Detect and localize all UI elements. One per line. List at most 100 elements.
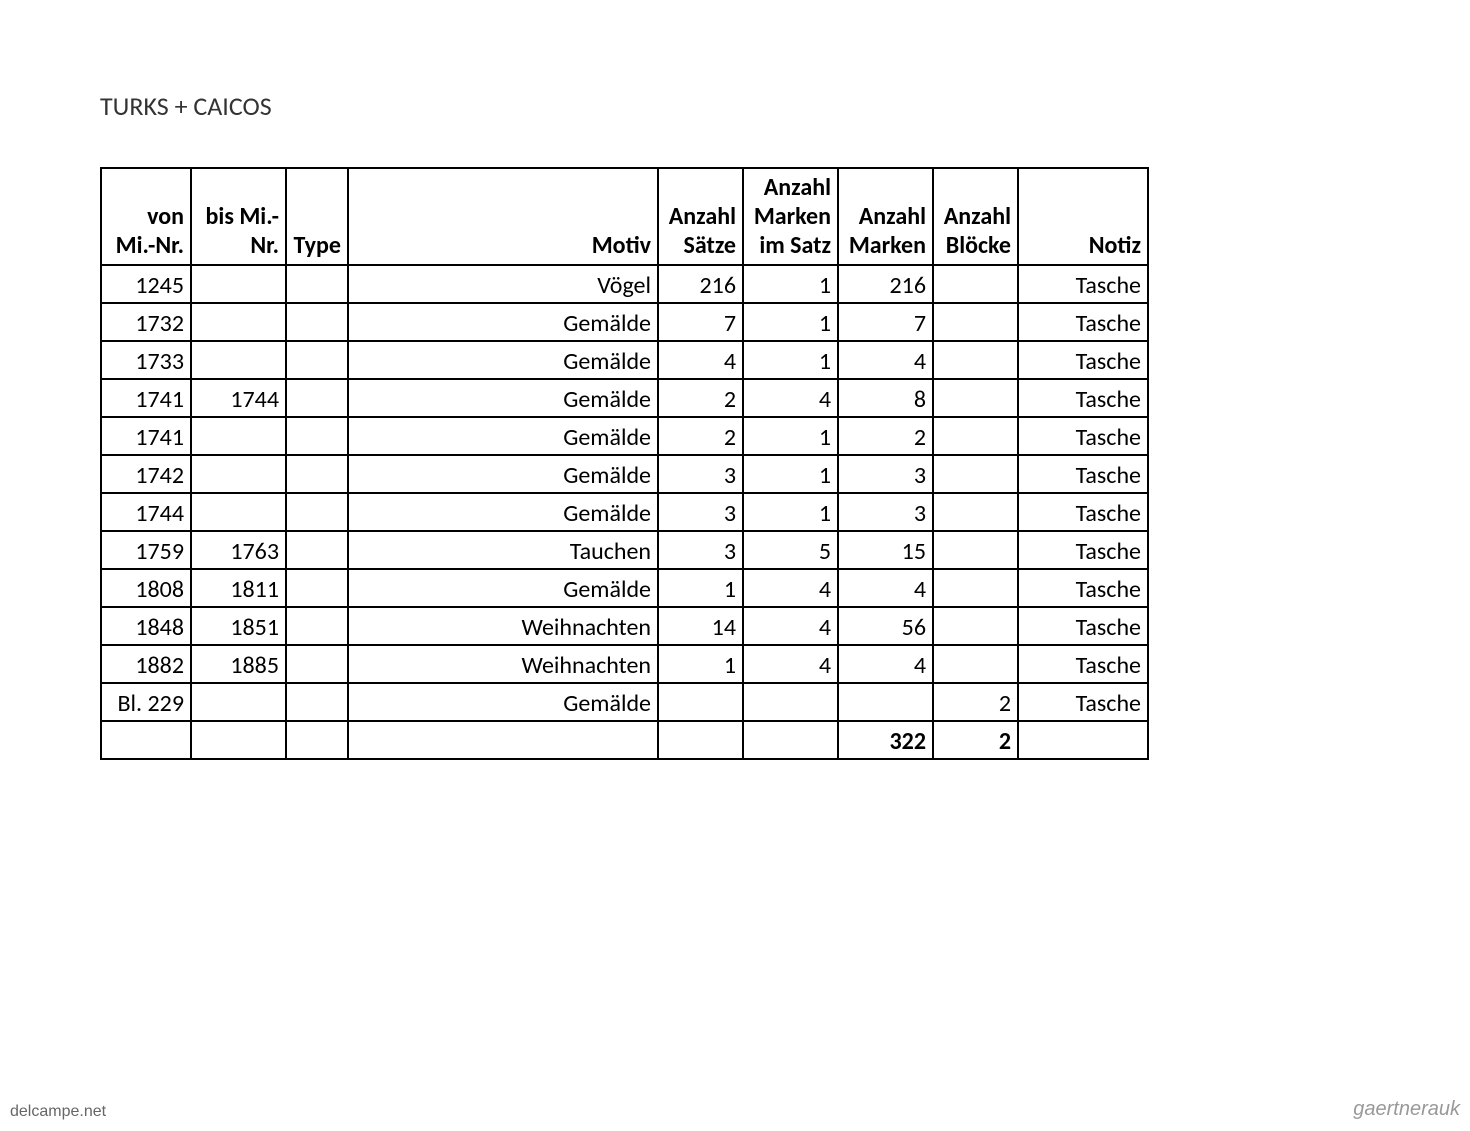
total-cell (348, 721, 658, 759)
cell-saetze: 1 (658, 569, 743, 607)
table-row: 18821885Weihnachten144Tasche (101, 645, 1148, 683)
cell-bloecke (933, 455, 1018, 493)
cell-bis (191, 455, 286, 493)
cell-marken_satz: 5 (743, 531, 838, 569)
cell-von: 1742 (101, 455, 191, 493)
cell-motiv: Tauchen (348, 531, 658, 569)
cell-bloecke (933, 569, 1018, 607)
cell-type (286, 531, 348, 569)
cell-notiz: Tasche (1018, 645, 1148, 683)
cell-marken: 2 (838, 417, 933, 455)
table-row: 1744Gemälde313Tasche (101, 493, 1148, 531)
table-body: 1245Vögel2161216Tasche1732Gemälde717Tasc… (101, 265, 1148, 721)
cell-bis (191, 493, 286, 531)
cell-notiz: Tasche (1018, 265, 1148, 303)
cell-bis: 1851 (191, 607, 286, 645)
cell-marken: 15 (838, 531, 933, 569)
cell-von: 1808 (101, 569, 191, 607)
cell-bloecke (933, 531, 1018, 569)
cell-marken: 3 (838, 493, 933, 531)
header-von: von Mi.-Nr. (101, 168, 191, 265)
cell-motiv: Gemälde (348, 417, 658, 455)
table-header-row: von Mi.-Nr. bis Mi.-Nr. Type Motiv Anzah… (101, 168, 1148, 265)
cell-type (286, 265, 348, 303)
header-bloecke: Anzahl Blöcke (933, 168, 1018, 265)
cell-bloecke (933, 303, 1018, 341)
total-marken: 322 (838, 721, 933, 759)
cell-motiv: Gemälde (348, 303, 658, 341)
watermark-left: delcampe.net (10, 1103, 106, 1121)
cell-saetze (658, 683, 743, 721)
cell-bis: 1763 (191, 531, 286, 569)
cell-bloecke (933, 645, 1018, 683)
cell-saetze: 3 (658, 493, 743, 531)
cell-marken: 4 (838, 341, 933, 379)
cell-notiz: Tasche (1018, 341, 1148, 379)
cell-bis (191, 683, 286, 721)
cell-type (286, 493, 348, 531)
cell-motiv: Vögel (348, 265, 658, 303)
cell-marken_satz: 1 (743, 455, 838, 493)
cell-von: 1732 (101, 303, 191, 341)
cell-bloecke: 2 (933, 683, 1018, 721)
cell-bis: 1885 (191, 645, 286, 683)
cell-marken_satz: 4 (743, 569, 838, 607)
cell-marken_satz: 4 (743, 379, 838, 417)
cell-notiz: Tasche (1018, 607, 1148, 645)
cell-marken_satz: 1 (743, 417, 838, 455)
cell-notiz: Tasche (1018, 493, 1148, 531)
cell-von: 1741 (101, 417, 191, 455)
cell-notiz: Tasche (1018, 417, 1148, 455)
cell-saetze: 2 (658, 417, 743, 455)
cell-bloecke (933, 341, 1018, 379)
cell-motiv: Gemälde (348, 683, 658, 721)
cell-marken_satz: 1 (743, 341, 838, 379)
cell-notiz: Tasche (1018, 531, 1148, 569)
cell-saetze: 216 (658, 265, 743, 303)
table-row: 1741Gemälde212Tasche (101, 417, 1148, 455)
cell-motiv: Gemälde (348, 341, 658, 379)
total-cell (191, 721, 286, 759)
cell-saetze: 1 (658, 645, 743, 683)
cell-bis (191, 341, 286, 379)
cell-marken: 4 (838, 645, 933, 683)
cell-type (286, 417, 348, 455)
cell-motiv: Gemälde (348, 493, 658, 531)
cell-von: Bl. 229 (101, 683, 191, 721)
cell-saetze: 14 (658, 607, 743, 645)
table-row: 17411744Gemälde248Tasche (101, 379, 1148, 417)
cell-type (286, 645, 348, 683)
cell-bis (191, 303, 286, 341)
table-row: 1742Gemälde313Tasche (101, 455, 1148, 493)
cell-marken: 7 (838, 303, 933, 341)
cell-von: 1848 (101, 607, 191, 645)
cell-bis: 1811 (191, 569, 286, 607)
header-marken: Anzahl Marken (838, 168, 933, 265)
cell-bloecke (933, 379, 1018, 417)
table-totals-row: 322 2 (101, 721, 1148, 759)
cell-marken_satz: 4 (743, 645, 838, 683)
table-row: 1733Gemälde414Tasche (101, 341, 1148, 379)
total-cell (101, 721, 191, 759)
cell-marken_satz: 4 (743, 607, 838, 645)
cell-marken: 216 (838, 265, 933, 303)
cell-saetze: 2 (658, 379, 743, 417)
table-row: 1245Vögel2161216Tasche (101, 265, 1148, 303)
cell-bis (191, 265, 286, 303)
cell-marken: 56 (838, 607, 933, 645)
cell-motiv: Weihnachten (348, 607, 658, 645)
cell-saetze: 7 (658, 303, 743, 341)
table-row: 18081811Gemälde144Tasche (101, 569, 1148, 607)
cell-von: 1882 (101, 645, 191, 683)
table-row: 1732Gemälde717Tasche (101, 303, 1148, 341)
cell-marken: 8 (838, 379, 933, 417)
cell-type (286, 607, 348, 645)
cell-marken_satz: 1 (743, 493, 838, 531)
total-cell (743, 721, 838, 759)
cell-marken: 4 (838, 569, 933, 607)
total-cell (286, 721, 348, 759)
cell-marken_satz (743, 683, 838, 721)
header-marken-satz: Anzahl Marken im Satz (743, 168, 838, 265)
cell-notiz: Tasche (1018, 455, 1148, 493)
cell-type (286, 569, 348, 607)
